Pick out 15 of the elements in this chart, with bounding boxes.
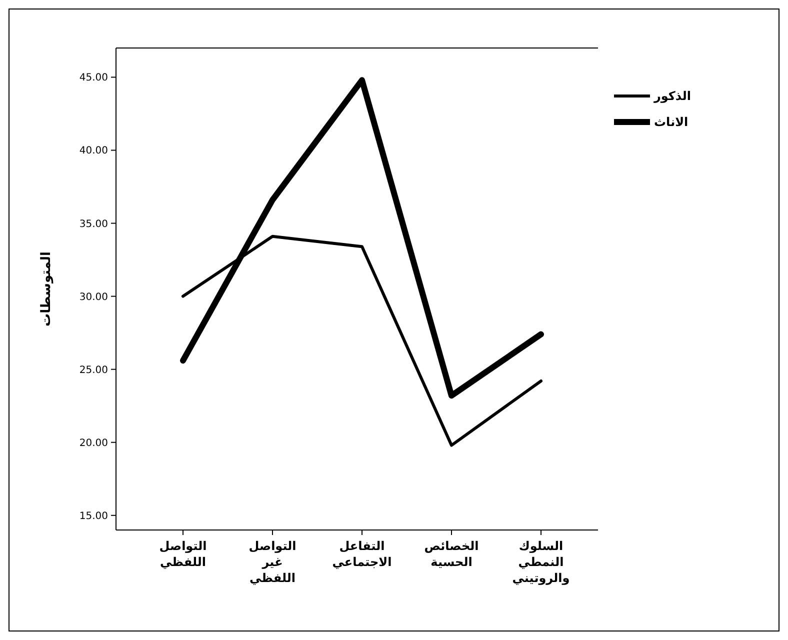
x-tick-label: التواصل غير اللفظي — [248, 539, 296, 585]
y-tick-label: 35.00 — [79, 218, 108, 230]
y-tick-label: 40.00 — [79, 146, 108, 157]
y-tick-label: 30.00 — [79, 292, 108, 303]
y-axis-title: المتوسطات — [39, 252, 54, 326]
y-tick-label: 20.00 — [79, 438, 108, 449]
x-tick-label: السلوك النمطي والروتيني — [512, 539, 570, 585]
y-tick-label: 15.00 — [79, 510, 108, 522]
x-tick-label: التفاعل الاجتماعي — [332, 539, 392, 569]
x-tick-label: الخصائص الحسية — [424, 539, 479, 569]
y-tick-label: 45.00 — [79, 72, 108, 84]
legend-label: الاناث — [654, 115, 688, 130]
y-tick-label: 25.00 — [79, 364, 108, 376]
x-tick-label: التواصل اللفظي — [159, 539, 207, 569]
legend-label: الذكور — [653, 89, 691, 104]
